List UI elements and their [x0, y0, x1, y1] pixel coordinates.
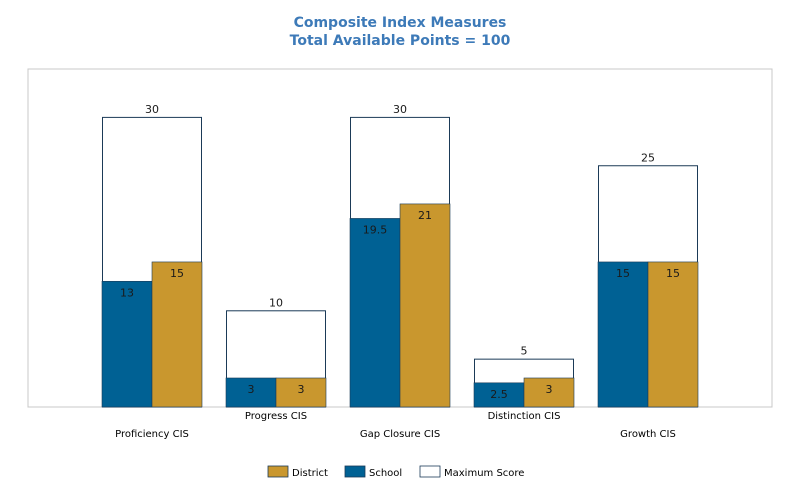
data-label-school-0: 13 — [120, 286, 134, 299]
legend-swatch-2 — [419, 465, 441, 478]
data-label-school-3: 2.5 — [490, 388, 508, 401]
chart-title-block: Composite Index Measures Total Available… — [0, 14, 800, 50]
bar-school-4 — [597, 261, 649, 408]
data-label-district-2: 21 — [418, 209, 432, 222]
x-tick-label-1: Progress CIS — [245, 411, 307, 422]
bar-school-3 — [473, 382, 525, 408]
data-label-district-4: 15 — [666, 267, 680, 280]
bar-district-3 — [523, 377, 575, 408]
x-tick-label-2: Gap Closure CIS — [360, 429, 440, 440]
data-label-district-0: 15 — [170, 267, 184, 280]
data-label-maximum-2: 30 — [393, 103, 407, 116]
bar-school-2 — [349, 218, 401, 408]
bar-district-1 — [275, 377, 327, 408]
bar-school-0 — [101, 280, 153, 408]
legend-swatch-1 — [344, 465, 366, 478]
legend-label-0: District — [292, 468, 328, 479]
x-tick-label-4: Growth CIS — [620, 429, 676, 440]
chart-title: Composite Index Measures — [293, 15, 507, 31]
legend-swatch-0 — [267, 465, 289, 478]
data-label-school-4: 15 — [616, 267, 630, 280]
bar-district-0 — [151, 261, 203, 408]
data-label-maximum-3: 5 — [521, 345, 528, 358]
bar-school-1 — [225, 377, 277, 408]
x-tick-label-3: Distinction CIS — [488, 411, 561, 422]
data-label-maximum-4: 25 — [641, 151, 655, 164]
bar-district-2 — [399, 203, 451, 408]
bar-district-4 — [647, 261, 699, 408]
data-label-district-1: 3 — [298, 383, 305, 396]
x-tick-label-0: Proficiency CIS — [115, 429, 189, 440]
data-label-school-2: 19.5 — [363, 223, 388, 236]
data-label-maximum-0: 30 — [145, 103, 159, 116]
legend-label-1: School — [369, 468, 402, 479]
chart-subtitle: Total Available Points = 100 — [289, 33, 511, 49]
data-label-maximum-1: 10 — [269, 296, 283, 309]
data-label-school-1: 3 — [248, 383, 255, 396]
legend-label-2: Maximum Score — [444, 468, 524, 479]
data-label-district-3: 3 — [546, 383, 553, 396]
